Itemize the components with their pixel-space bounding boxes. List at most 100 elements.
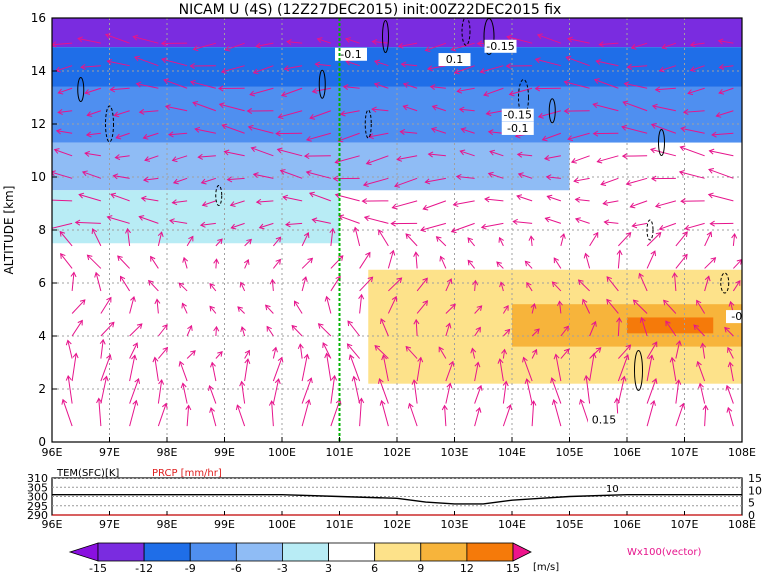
wind-vector-head-380 xyxy=(623,81,630,88)
wind-vector-head-185 xyxy=(553,257,559,264)
wind-vector-head-145 xyxy=(94,271,101,278)
wind-vector-head-363 xyxy=(135,81,142,88)
colorbar-cell-2 xyxy=(189,542,237,562)
shade-layer-4 xyxy=(52,190,340,244)
wind-vector-286 xyxy=(679,171,705,179)
x-tick-label-main-7: 103E xyxy=(441,446,469,459)
wind-vector-head-152 xyxy=(301,276,308,282)
wind-vector-128 xyxy=(294,300,303,314)
wind-vector-head-390 xyxy=(220,68,227,74)
wind-vector-head-303 xyxy=(489,149,496,156)
wind-vector-132 xyxy=(416,300,428,314)
wind-vector-head-255 xyxy=(484,196,490,203)
wind-vector-head-314 xyxy=(115,133,122,140)
contour-label-bg-4 xyxy=(501,121,534,135)
wind-vector-head-397 xyxy=(427,65,433,72)
wind-vector-head-339 xyxy=(138,108,145,115)
wind-vector-326 xyxy=(461,128,475,134)
wind-vector-head-186 xyxy=(583,252,590,259)
wind-vector-head-215 xyxy=(731,232,738,239)
contour-label-0: -0.1 xyxy=(340,48,361,61)
wind-vector-246 xyxy=(230,200,245,206)
wind-vector-head-273 xyxy=(305,170,312,176)
wind-vector-head-104 xyxy=(291,324,298,331)
wind-vector-head-138 xyxy=(581,298,588,305)
wind-vector-head-243 xyxy=(140,195,147,202)
wind-vector-head-409 xyxy=(77,36,84,43)
wind-vector-head-336 xyxy=(57,109,63,115)
contour-13 xyxy=(215,185,223,207)
wind-vector-head-154 xyxy=(367,276,374,283)
colorbar-tick-3: -6 xyxy=(231,562,242,575)
wind-vector-head-279 xyxy=(487,171,494,178)
wind-vector-head-56 xyxy=(303,353,310,360)
contour-10 xyxy=(646,219,654,241)
wind-vector-head-423 xyxy=(476,40,483,47)
wind-vector-307 xyxy=(597,155,619,163)
wind-vector-head-276 xyxy=(394,182,400,188)
wind-vector-head-122 xyxy=(130,295,136,302)
colorbar-cell-4 xyxy=(282,542,329,562)
wind-vector-202 xyxy=(354,227,361,247)
wind-vector-102 xyxy=(241,326,246,337)
y-axis-label: ALTITUDE [km] xyxy=(2,186,16,275)
wind-vector-177 xyxy=(330,255,344,269)
wind-vector-160 xyxy=(526,282,533,292)
wind-vector-8 xyxy=(301,399,310,427)
wind-vector-head-200 xyxy=(303,232,310,238)
wind-vector-49 xyxy=(100,354,111,382)
wind-vector-163 xyxy=(606,276,619,292)
wind-vector-172 xyxy=(183,257,188,269)
wind-vector-298 xyxy=(335,155,360,164)
wind-vector-209 xyxy=(560,233,565,247)
wind-vector-75 xyxy=(157,347,168,359)
wind-vector-36 xyxy=(413,379,418,404)
wind-vector-head-71 xyxy=(727,361,734,368)
wind-vector-396 xyxy=(401,63,418,67)
wind-vector-170 xyxy=(117,255,130,269)
wind-vector-head-70 xyxy=(696,360,702,367)
wind-vector-199 xyxy=(272,236,281,247)
wind-vector-head-126 xyxy=(237,306,243,312)
wind-vector-head-224 xyxy=(285,221,291,228)
wind-vector-402 xyxy=(566,56,590,67)
wind-vector-head-310 xyxy=(679,145,686,152)
wind-vector-head-252 xyxy=(391,203,398,210)
wind-vector-303 xyxy=(489,150,504,157)
wind-vector-head-148 xyxy=(178,282,185,289)
wind-vector-head-289 xyxy=(84,150,90,157)
wind-vector-270 xyxy=(227,177,245,181)
wind-vector-299 xyxy=(366,155,389,165)
contour-label-bg-5 xyxy=(726,310,742,324)
wind-vector-head-180 xyxy=(413,251,420,257)
wind-vector-head-64 xyxy=(522,356,528,363)
wind-vector-head-208 xyxy=(528,235,535,241)
wind-vector-head-48 xyxy=(72,352,79,359)
wind-vector-head-264 xyxy=(52,170,56,177)
wind-vector-338 xyxy=(114,110,130,117)
wind-vector-96 xyxy=(71,320,83,337)
wind-vector-12 xyxy=(408,403,418,427)
wind-vector-222 xyxy=(231,222,245,229)
wind-vector-head-296 xyxy=(276,147,283,154)
wind-vector-head-6 xyxy=(235,404,242,411)
wind-vector-17 xyxy=(553,399,562,427)
wind-vector-336 xyxy=(58,110,73,114)
wind-vector-head-357 xyxy=(651,103,658,110)
wind-vector-head-174 xyxy=(243,259,250,265)
wind-vector-head-364 xyxy=(163,78,169,85)
wind-vector-151 xyxy=(271,279,274,291)
contour-label-bg-3 xyxy=(501,108,534,122)
surface-left-tick-1: 305 xyxy=(27,481,48,494)
colorbar-tick-2: -9 xyxy=(185,562,196,575)
wind-vector-398 xyxy=(454,65,475,74)
wind-vector-head-146 xyxy=(119,275,126,282)
wind-vector-head-247 xyxy=(255,198,262,205)
main-panel: -0.1 0.1-0.15-0.15-0.1-0.10.15 96E 97E 98E 9… xyxy=(2,11,756,459)
wind-vector-head-172 xyxy=(182,256,189,263)
wind-vector-121 xyxy=(100,297,112,314)
wind-vector-head-31 xyxy=(274,378,281,384)
wind-vector-head-46 xyxy=(698,382,704,389)
wind-vector-6 xyxy=(236,404,246,427)
